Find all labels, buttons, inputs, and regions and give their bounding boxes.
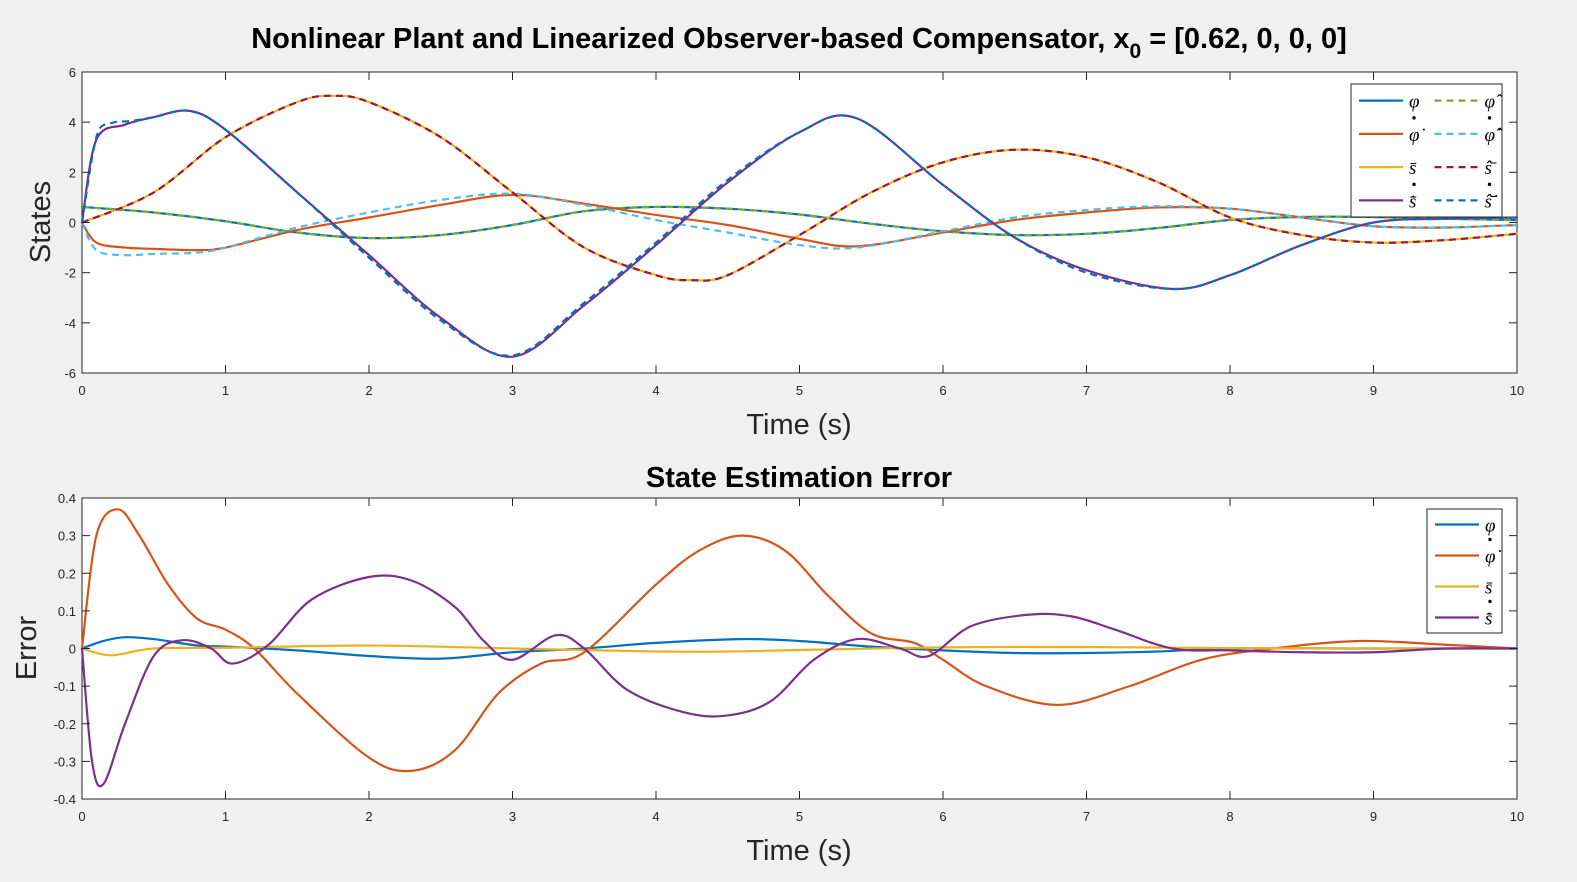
error-x-tick-label: 8 <box>1226 809 1233 824</box>
error-y-ticks: -0.4 -0.3 -0.2 -0.1 0 0.1 0.2 0.3 0.4 <box>54 491 1517 807</box>
states-series-group <box>80 94 1519 358</box>
states-y-ticks: -6 -4 -2 0 2 4 6 <box>64 65 1517 381</box>
states-series-line-8 <box>80 109 1518 357</box>
states-legend-dot-accent-8 <box>1487 182 1492 187</box>
states-legend-label-7: s̄̇ <box>1409 191 1417 212</box>
states-legend-dot-accent-7 <box>1412 182 1416 187</box>
error-legend-box <box>1426 508 1503 634</box>
states-x-tick-label: 6 <box>939 383 946 398</box>
states-x-tick-label: 3 <box>509 383 516 398</box>
states-series-line-7 <box>80 109 1519 358</box>
states-x-tick-label: 4 <box>652 383 659 398</box>
error-x-ticks: 0 1 2 3 4 5 6 7 8 9 10 <box>78 498 1524 824</box>
error-legend-label-1: φ <box>1485 516 1496 537</box>
states-legend-label-1: φ <box>1409 92 1420 113</box>
states-y-tick-label: -6 <box>64 366 76 381</box>
error-series-line-2 <box>80 508 1519 773</box>
error-x-tick-label: 0 <box>78 809 85 824</box>
error-legend-label-4: s̄̇ <box>1485 609 1493 630</box>
states-x-ticks: 0 1 2 3 4 5 6 7 8 9 10 <box>78 72 1524 398</box>
error-y-tick-label: -0.4 <box>54 792 76 807</box>
error-x-tick-label: 3 <box>509 809 516 824</box>
states-legend-dot-accent-3 <box>1412 116 1416 120</box>
states-x-label: Time (s) <box>746 409 851 441</box>
error-series-line-1 <box>80 636 1519 660</box>
states-chart: Nonlinear Plant and Linearized Observer-… <box>25 23 1524 441</box>
error-y-tick-label: -0.1 <box>54 679 76 694</box>
error-x-label: Time (s) <box>746 835 851 867</box>
states-title-main: Nonlinear Plant and Linearized Observer-… <box>251 23 1129 55</box>
states-y-tick-label: 0 <box>69 216 76 231</box>
error-x-tick-label: 4 <box>652 809 659 824</box>
error-y-tick-label: -0.2 <box>54 717 76 732</box>
error-legend: φφ̇s̄s̄̇ <box>1426 508 1503 634</box>
error-chart-title: State Estimation Error <box>646 462 952 494</box>
error-x-tick-label: 7 <box>1083 809 1090 824</box>
states-plot-area <box>81 71 1518 374</box>
error-y-tick-label: 0.1 <box>58 604 76 619</box>
states-y-tick-label: -4 <box>64 316 76 331</box>
states-chart-title: Nonlinear Plant and Linearized Observer-… <box>251 23 1347 63</box>
states-legend-dot-accent-4 <box>1487 116 1492 120</box>
states-x-tick-label: 9 <box>1370 383 1377 398</box>
error-x-tick-label: 9 <box>1370 809 1377 824</box>
states-legend: φ φ̂φ̇ φ̂̇s̄ ŝ̄s̄̇ ŝ̄̇ <box>1350 83 1503 218</box>
states-y-tick-label: 6 <box>69 65 76 80</box>
states-y-tick-label: 2 <box>69 165 76 180</box>
states-x-tick-label: 0 <box>78 383 85 398</box>
error-x-tick-label: 1 <box>222 809 229 824</box>
states-y-label: States <box>25 181 57 263</box>
states-x-tick-label: 2 <box>365 383 372 398</box>
error-y-tick-label: -0.3 <box>54 754 76 769</box>
states-legend-label-5: s̄ <box>1409 158 1417 179</box>
error-series-line-3 <box>80 644 1519 657</box>
error-series-line-4 <box>80 574 1519 788</box>
error-series-group <box>80 508 1519 788</box>
states-series-line-4 <box>81 192 1518 257</box>
error-y-label: Error <box>11 615 43 680</box>
error-legend-label-3: s̄ <box>1485 578 1493 599</box>
error-x-tick-label: 10 <box>1510 809 1524 824</box>
states-series-line-2 <box>81 205 1518 240</box>
error-chart: State Estimation Error 0 1 2 3 4 5 6 7 8 9 10 -0.4… <box>11 462 1524 867</box>
error-y-tick-label: 0.4 <box>58 491 76 506</box>
states-legend-box <box>1350 83 1503 218</box>
error-x-tick-label: 6 <box>939 809 946 824</box>
states-series-line-6 <box>81 94 1518 282</box>
states-x-tick-label: 8 <box>1226 383 1233 398</box>
error-x-tick-label: 2 <box>365 809 372 824</box>
error-y-tick-label: 0 <box>69 642 76 657</box>
states-x-tick-label: 1 <box>222 383 229 398</box>
states-x-tick-label: 7 <box>1083 383 1090 398</box>
error-legend-dot-accent-4 <box>1488 599 1492 604</box>
states-title-subscript: 0 <box>1130 40 1142 63</box>
error-legend-dot-accent-2 <box>1488 537 1492 542</box>
states-x-tick-label: 5 <box>796 383 803 398</box>
error-x-tick-label: 5 <box>796 809 803 824</box>
states-y-tick-label: -2 <box>64 266 76 281</box>
error-y-tick-label: 0.2 <box>58 566 76 581</box>
error-y-tick-label: 0.3 <box>58 529 76 544</box>
states-y-tick-label: 4 <box>69 115 76 130</box>
states-title-tail: = [0.62, 0, 0, 0] <box>1141 23 1347 55</box>
states-x-tick-label: 10 <box>1510 383 1524 398</box>
